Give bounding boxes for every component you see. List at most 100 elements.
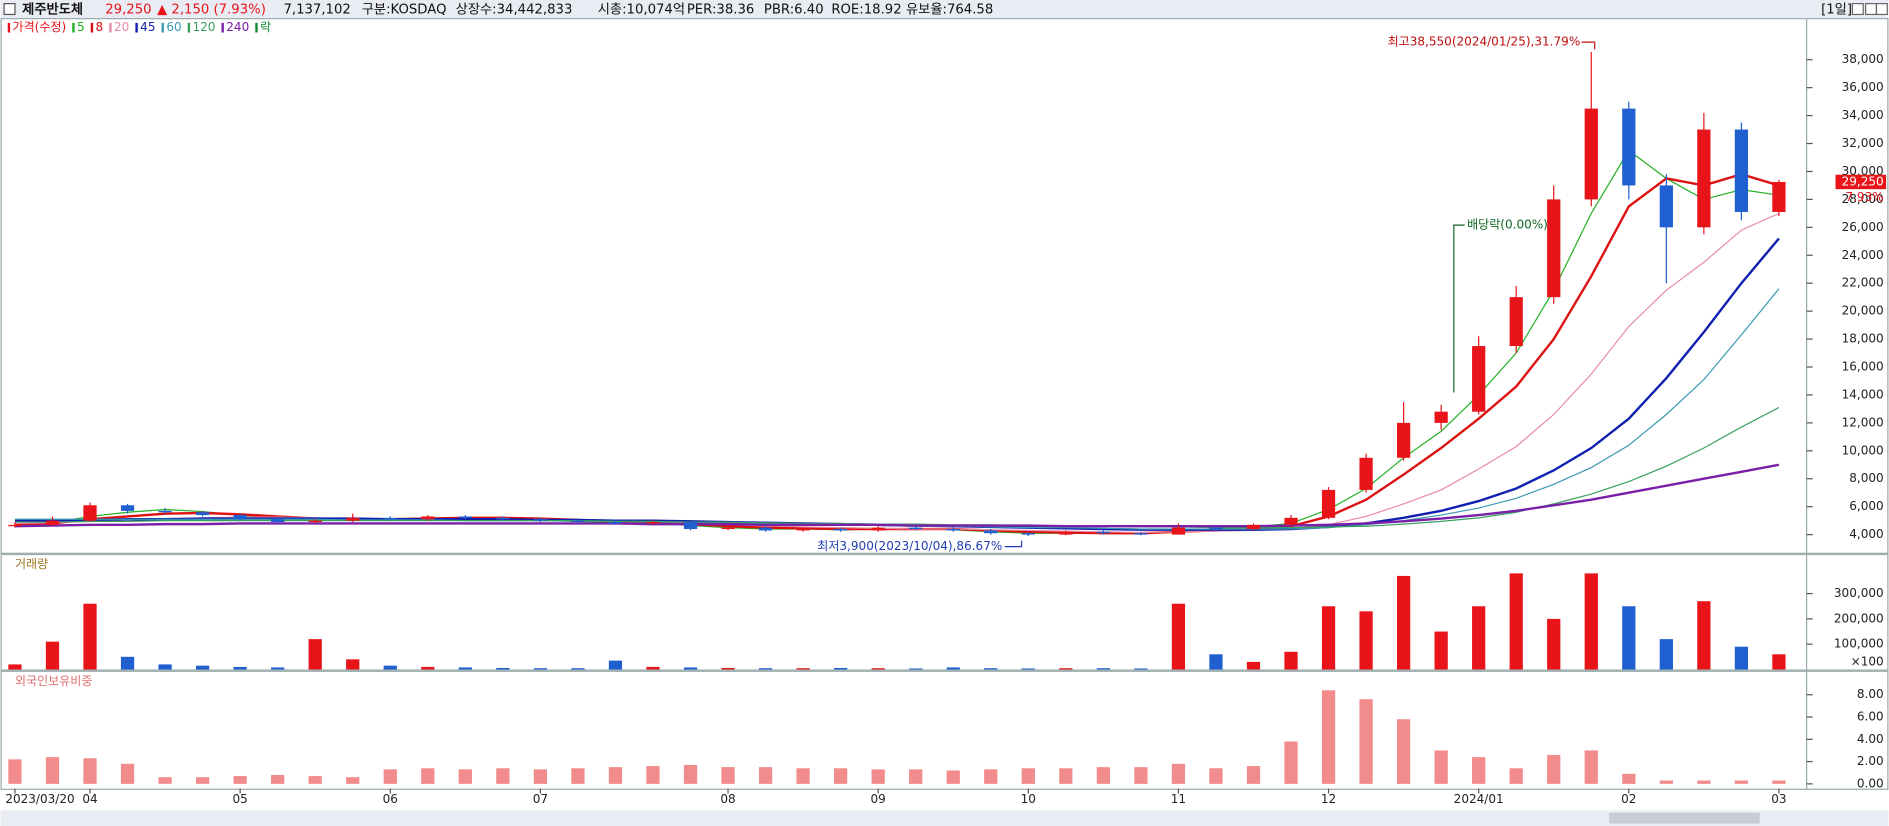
y-tick-label: 6.00 [1857, 710, 1884, 724]
y-tick-label: 30,000 [1842, 164, 1884, 178]
foreign-bar [1734, 780, 1749, 784]
candle-body [1134, 533, 1148, 535]
volume-bar [308, 639, 322, 670]
foreign-bar [1697, 780, 1711, 784]
header-bar [0, 0, 1889, 19]
y-tick-label: 12,000 [1842, 415, 1884, 429]
candle-body [533, 519, 548, 521]
x-tick-label: 08 [720, 792, 735, 806]
candle-body [608, 522, 623, 524]
foreign-bar [646, 766, 660, 784]
foreign-bar [383, 769, 397, 784]
candle-body [1622, 108, 1636, 186]
x-tick-label: 10 [1021, 792, 1036, 806]
foreign-bar [909, 769, 923, 784]
foreign-bar [608, 767, 623, 784]
volume-bar [383, 665, 397, 670]
x-tick-label: 05 [232, 792, 247, 806]
foreign-bar [721, 767, 735, 784]
high-annotation: 최고38,550(2024/01/25),31.79% [1388, 35, 1581, 49]
foreign-bar [83, 758, 97, 784]
minimize-button[interactable] [1851, 3, 1864, 16]
candle-body [1772, 181, 1786, 212]
legend-ma: 20 [114, 20, 129, 34]
x-tick-label: 2023/03/20 [5, 792, 74, 806]
period-button[interactable]: [1일] [1821, 2, 1852, 18]
volume-bar [1434, 631, 1448, 670]
candle-body [1246, 524, 1261, 530]
foreign-bar [571, 768, 585, 784]
candle-body [1209, 527, 1223, 530]
volume-bar [120, 656, 135, 670]
y-tick-label: 100,000 [1834, 637, 1884, 651]
current-price: 29,250 [1842, 174, 1884, 188]
volume-bar [1059, 668, 1073, 670]
foreign-bar [158, 777, 172, 784]
volume-bar [83, 603, 97, 670]
foreign-bar [1171, 763, 1186, 784]
foreign-bar [1359, 699, 1373, 784]
volume-bar [984, 668, 998, 670]
foreign-bar [8, 759, 22, 784]
foreign-bar [308, 776, 322, 784]
y-tick-label: 18,000 [1842, 332, 1884, 346]
legend-dividend: 락 [260, 20, 271, 34]
legend-swatch [135, 22, 138, 33]
scroll-thumb[interactable] [1609, 812, 1760, 824]
y-tick-label: 2.00 [1857, 754, 1884, 768]
unit-label: ×100 [1851, 655, 1884, 669]
candle-body [946, 529, 960, 531]
volume-bar [1246, 661, 1261, 670]
legend-ma: 120 [192, 20, 215, 34]
maximize-button[interactable] [1865, 3, 1878, 16]
volume-bar [1547, 618, 1561, 670]
foreign-bar [1622, 773, 1636, 784]
candle-body [721, 527, 735, 530]
foreign-bar [45, 757, 60, 784]
y-tick-label: 28,000 [1842, 192, 1884, 206]
y-tick-label: 32,000 [1842, 136, 1884, 150]
y-tick-label: 4,000 [1849, 527, 1883, 541]
candle-body [8, 524, 22, 527]
low-arrow [1004, 540, 1023, 548]
y-tick-label: 36,000 [1842, 80, 1884, 94]
panel-title: 거래량 [15, 557, 48, 571]
y-tick-label: 0.00 [1857, 776, 1884, 790]
x-tick-label: 04 [82, 792, 97, 806]
scrollbar[interactable] [0, 810, 1889, 826]
volume-bar [946, 667, 960, 670]
candle-body [1059, 531, 1073, 535]
candle-body [871, 527, 885, 531]
legend-swatch [90, 22, 94, 33]
foreign-bar [758, 767, 773, 784]
close-button[interactable] [1875, 3, 1888, 16]
dividend-line [1453, 224, 1465, 393]
current-price-box [1835, 174, 1887, 190]
moving-average-line [14, 463, 1780, 528]
y-tick-label: 14,000 [1842, 387, 1884, 401]
volume-bar [683, 667, 698, 670]
x-tick-label: 02 [1621, 792, 1636, 806]
volume-bar [758, 668, 773, 670]
legend-swatch [221, 22, 224, 33]
volume-bar [1772, 654, 1786, 670]
y-tick-label: 300,000 [1834, 586, 1884, 600]
candle-body [233, 515, 247, 520]
volume-bar [1659, 639, 1673, 670]
candle-body [195, 512, 210, 516]
volume-bar [233, 666, 247, 670]
checkbox[interactable] [3, 3, 16, 16]
volume-bar [458, 667, 472, 670]
reserve-ratio: 유보율:764.58 [906, 2, 993, 18]
volume-bar [871, 668, 885, 670]
per: PER:38.36 [687, 3, 754, 18]
x-tick-label: 03 [1771, 792, 1786, 806]
x-tick-label: 12 [1321, 792, 1336, 806]
candle-body [834, 529, 848, 531]
y-tick-label: 38,000 [1842, 52, 1884, 66]
legend-ma: 60 [166, 20, 181, 34]
foreign-panel [0, 670, 1889, 790]
high-arrow [1581, 41, 1596, 50]
candle-body [45, 520, 60, 525]
